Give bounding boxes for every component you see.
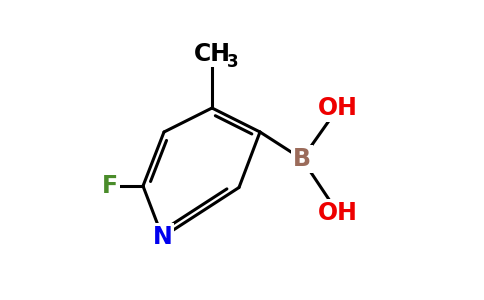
Text: F: F bbox=[102, 174, 118, 198]
Text: N: N bbox=[152, 225, 172, 249]
Text: CH: CH bbox=[194, 42, 230, 66]
Text: OH: OH bbox=[318, 201, 358, 225]
Text: B: B bbox=[293, 147, 311, 171]
Text: 3: 3 bbox=[227, 52, 238, 70]
Text: OH: OH bbox=[318, 96, 358, 120]
